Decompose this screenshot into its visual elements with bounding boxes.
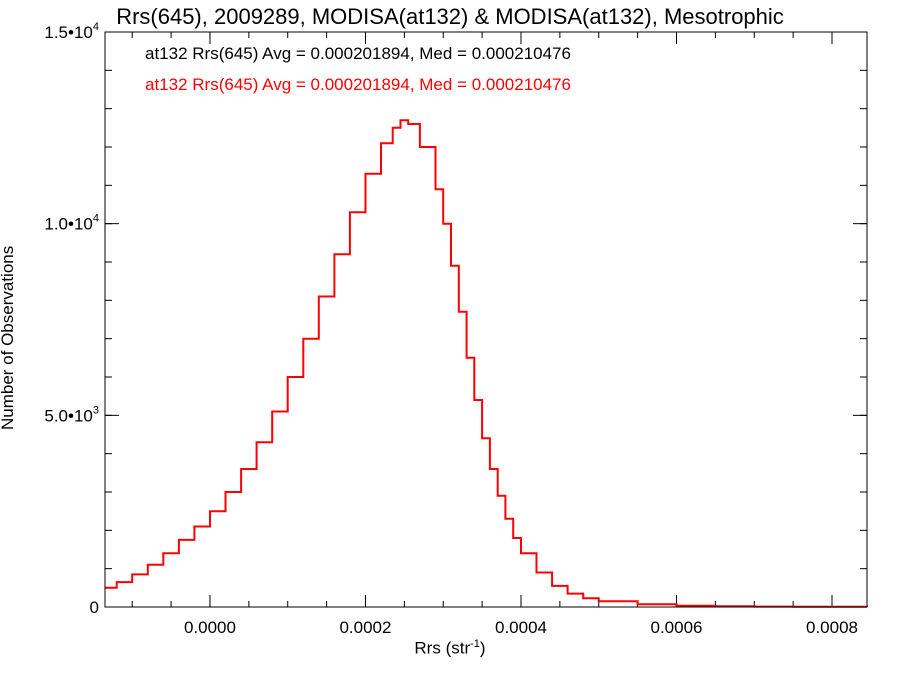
series-line: [105, 119, 868, 608]
y-tick-exponent: 4: [93, 213, 99, 225]
plot-frame: [104, 31, 868, 608]
x-axis-label: Rrs (str-1): [0, 638, 900, 659]
x-tick-label: 0.0006: [651, 618, 703, 637]
chart-title: Rrs(645), 2009289, MODISA(at132) & MODIS…: [116, 4, 784, 29]
legend-entry-black: at132 Rrs(645) Avg = 0.000201894, Med = …: [145, 44, 571, 63]
x-tick-label: 0.0002: [339, 618, 391, 637]
y-tick-exponent: 3: [93, 404, 99, 416]
x-tick-label: 0.0004: [495, 618, 547, 637]
legend-entry-red: at132 Rrs(645) Avg = 0.000201894, Med = …: [145, 75, 571, 94]
tick-marks: [105, 31, 867, 608]
y-tick-label: 1.0•104: [44, 213, 99, 234]
x-tick-label: 0.0000: [184, 618, 236, 637]
y-tick-mantissa: 5.0•10: [44, 406, 93, 425]
x-tick-label: 0.0008: [806, 618, 858, 637]
y-tick-mantissa: 1.5•10: [44, 23, 93, 42]
x-axis-label-sup: -1: [470, 638, 480, 650]
y-tick-mantissa: 0: [90, 598, 99, 617]
y-tick-mantissa: 1.0•10: [44, 215, 93, 234]
y-axis-label: Number of Observations: [0, 245, 17, 430]
x-axis-label-close: ): [479, 638, 486, 658]
y-tick-label: 5.0•103: [44, 404, 99, 425]
y-tick-label: 0: [90, 598, 99, 617]
tick-labels: 0.0000 0.0002 0.0004 0.0006 0.0008 0 5.0•103 1.…: [44, 21, 858, 637]
y-tick-exponent: 4: [93, 21, 99, 33]
x-axis-label-text: Rrs (str: [414, 638, 471, 658]
y-tick-label: 1.5•104: [44, 21, 99, 42]
